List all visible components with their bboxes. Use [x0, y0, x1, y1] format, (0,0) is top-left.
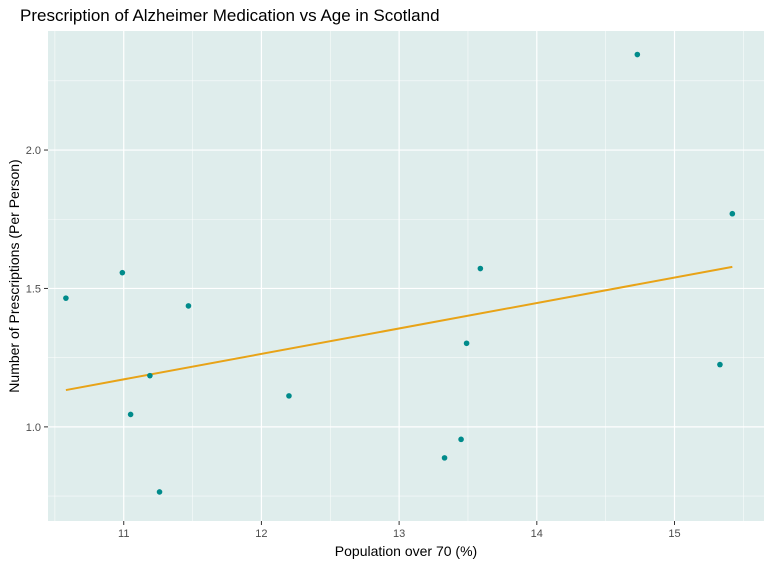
x-tick-label: 13 [393, 528, 405, 540]
data-point [441, 455, 448, 461]
x-tick-label: 11 [118, 528, 129, 540]
x-tick-label: 12 [255, 528, 267, 540]
x-tick-label: 15 [668, 528, 680, 540]
data-point [63, 295, 69, 301]
data-point [156, 489, 163, 495]
x-tick-label: 14 [531, 528, 543, 540]
data-point [119, 269, 126, 276]
x-axis-title: Population over 70 (%) [335, 543, 477, 559]
y-axis-title: Number of Prescriptions (Per Person) [6, 159, 22, 392]
y-tick-label: 2.0 [26, 145, 41, 157]
chart-title: Prescription of Alzheimer Medication vs … [20, 6, 440, 25]
minor-gridlines [48, 31, 764, 521]
y-tick-label: 1.5 [26, 283, 41, 295]
y-tick-label: 1.0 [26, 422, 41, 434]
data-point [477, 265, 484, 272]
data-point [717, 361, 723, 368]
data-point [458, 436, 464, 443]
data-point [729, 210, 736, 217]
data-point [463, 340, 470, 347]
data-point [634, 51, 641, 58]
points-layer [63, 51, 736, 495]
data-point [185, 303, 192, 309]
data-point [147, 372, 153, 379]
y-axis: 1.0 1.5 2.0 [26, 145, 48, 434]
x-axis: 11 12 13 14 15 [118, 521, 681, 540]
data-point [286, 393, 292, 399]
major-gridlines [48, 31, 764, 521]
data-point [127, 411, 134, 418]
trend-line [65, 265, 733, 392]
plot-panel [48, 31, 764, 521]
trend-layer [65, 265, 733, 392]
